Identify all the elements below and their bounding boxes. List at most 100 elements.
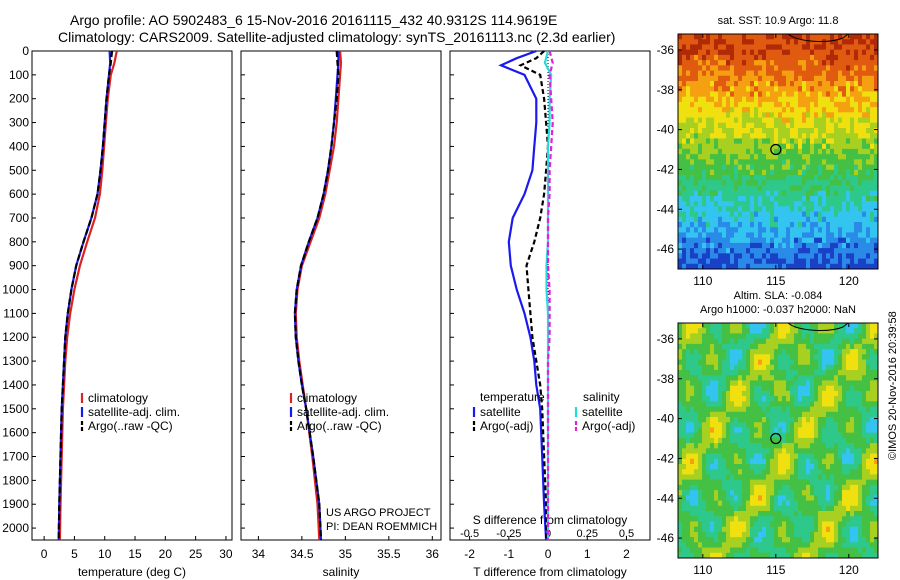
heatmap-cell — [778, 354, 783, 360]
heatmap-cell — [702, 422, 707, 428]
heatmap-cell — [802, 248, 807, 254]
heatmap-cell — [726, 164, 731, 171]
heatmap-cell — [710, 338, 715, 345]
heatmap-cell — [810, 505, 815, 512]
heatmap-cell — [874, 133, 879, 139]
heatmap-cell — [826, 364, 831, 371]
heatmap-cell — [794, 521, 799, 528]
heatmap-cell — [822, 333, 827, 340]
heatmap-cell — [762, 232, 767, 239]
heatmap-cell — [782, 385, 787, 392]
heatmap-cell — [870, 328, 875, 334]
heatmap-cell — [842, 70, 847, 77]
heatmap-cell — [678, 354, 683, 360]
heatmap-cell — [750, 380, 755, 387]
heatmap-cell — [702, 396, 707, 402]
heatmap-cell — [818, 107, 823, 113]
heatmap-cell — [806, 427, 811, 434]
heatmap-cell — [850, 227, 855, 233]
y-tick-label: -36 — [657, 332, 675, 346]
heatmap-cell — [838, 44, 843, 51]
heatmap-cell — [730, 263, 735, 270]
heatmap-cell — [686, 401, 691, 407]
heatmap-cell — [778, 443, 783, 449]
heatmap-cell — [734, 437, 739, 444]
heatmap-cell — [694, 54, 699, 61]
heatmap-cell — [858, 516, 863, 522]
heatmap-cell — [782, 474, 787, 481]
heatmap-cell — [802, 175, 807, 181]
heatmap-cell — [746, 443, 751, 449]
heatmap-cell — [862, 128, 867, 134]
heatmap-cell — [694, 531, 699, 538]
heatmap-cell — [698, 328, 703, 334]
heatmap-cell — [770, 343, 775, 350]
heatmap-cell — [830, 253, 835, 259]
heatmap-cell — [754, 49, 759, 56]
heatmap-cell — [870, 495, 875, 501]
heatmap-cell — [770, 258, 775, 265]
heatmap-cell — [710, 216, 715, 223]
heatmap-cell — [702, 406, 707, 413]
heatmap-cell — [858, 237, 863, 244]
heatmap-cell — [758, 380, 763, 387]
heatmap-cell — [786, 180, 791, 186]
heatmap-cell — [690, 328, 695, 334]
heatmap-cell — [822, 422, 827, 428]
heatmap-cell — [750, 443, 755, 449]
heatmap-cell — [850, 222, 855, 228]
heatmap-cell — [694, 122, 699, 129]
heatmap-cell — [838, 75, 843, 82]
heatmap-cell — [842, 253, 847, 259]
heatmap-cell — [874, 500, 879, 507]
heatmap-cell — [726, 148, 731, 155]
heatmap-cell — [754, 349, 759, 355]
heatmap-cell — [714, 495, 719, 501]
heatmap-cell — [862, 222, 867, 228]
heatmap-cell — [710, 242, 715, 249]
heatmap-cell — [742, 521, 747, 528]
heatmap-cell — [806, 364, 811, 371]
y-tick-label: 300 — [9, 116, 29, 130]
heatmap-cell — [778, 505, 783, 512]
heatmap-cell — [678, 385, 683, 392]
heatmap-cell — [806, 164, 811, 171]
heatmap-cell — [794, 253, 799, 259]
heatmap-cell — [858, 138, 863, 145]
heatmap-cell — [694, 370, 699, 376]
heatmap-cell — [862, 432, 867, 439]
heatmap-cell — [838, 138, 843, 145]
heatmap-cell — [786, 385, 791, 392]
heatmap-cell — [770, 474, 775, 481]
heatmap-cell — [806, 396, 811, 402]
heatmap-cell — [754, 175, 759, 181]
heatmap-cell — [826, 411, 831, 418]
heatmap-cell — [814, 380, 819, 387]
heatmap-cell — [782, 349, 787, 355]
heatmap-cell — [826, 91, 831, 98]
heatmap-cell — [826, 65, 831, 71]
heatmap-cell — [870, 443, 875, 449]
heatmap-cell — [838, 443, 843, 449]
heatmap-cell — [850, 180, 855, 186]
heatmap-cell — [750, 253, 755, 259]
heatmap-cell — [842, 242, 847, 249]
heatmap-cell — [766, 537, 771, 543]
heatmap-cell — [854, 216, 859, 223]
heatmap-cell — [806, 390, 811, 397]
heatmap-cell — [862, 248, 867, 254]
heatmap-cell — [806, 154, 811, 160]
heatmap-cell — [678, 263, 683, 270]
heatmap-cell — [870, 343, 875, 350]
heatmap-cell — [686, 128, 691, 134]
heatmap-cell — [778, 537, 783, 543]
heatmap-cell — [810, 133, 815, 139]
heatmap-cell — [714, 49, 719, 56]
heatmap-cell — [850, 490, 855, 496]
heatmap-cell — [686, 143, 691, 150]
heatmap-cell — [862, 263, 867, 270]
heatmap-cell — [730, 81, 735, 87]
heatmap-cell — [746, 516, 751, 522]
heatmap-cell — [710, 222, 715, 228]
heatmap-cell — [826, 537, 831, 543]
